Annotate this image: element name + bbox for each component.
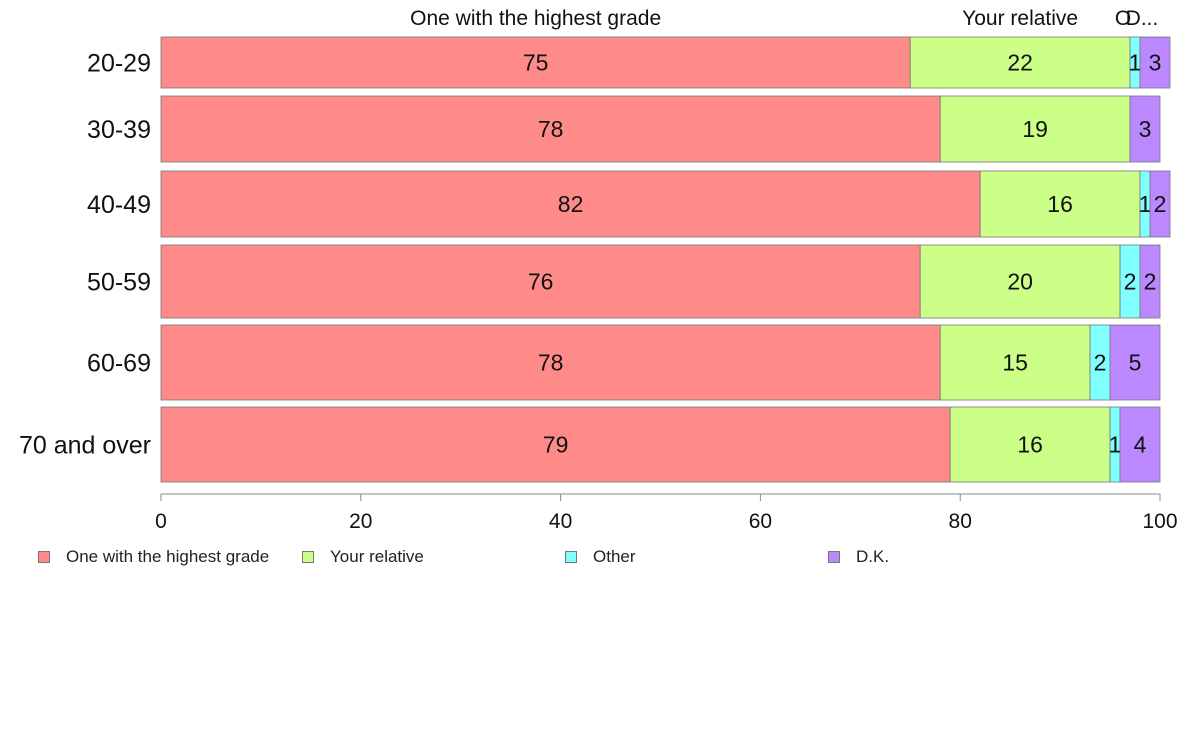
- bar-label-3-1: 20: [1007, 269, 1033, 295]
- top-label-2: O: [1115, 7, 1131, 30]
- legend-item-0: One with the highest grade: [38, 547, 269, 567]
- legend-item-3: D.K.: [828, 547, 889, 567]
- y-label-0: 20-29: [87, 50, 151, 78]
- bar-label-3-0: 76: [528, 269, 554, 295]
- bar-label-1-0: 78: [538, 116, 564, 142]
- legend-label-1: Your relative: [330, 547, 424, 566]
- legend-item-1: Your relative: [302, 547, 424, 567]
- bar-label-5-1: 16: [1017, 432, 1043, 458]
- bar-label-4-2: 2: [1094, 350, 1107, 376]
- bar-5-3: [1119, 406, 1161, 483]
- x-tick-label-1: 20: [349, 510, 372, 533]
- bar-0-1: [909, 36, 1131, 89]
- bar-label-1-3: 3: [1139, 116, 1152, 142]
- bar-label-5-2: 1: [1109, 432, 1122, 458]
- x-tick-label-2: 40: [549, 510, 572, 533]
- y-axis-labels: 20-29 30-39 40-49 50-59 60-69 70 and over: [19, 50, 151, 460]
- bar-4-0: [160, 324, 941, 401]
- y-label-4: 60-69: [87, 350, 151, 378]
- bar-3-0: [160, 244, 921, 319]
- x-axis: 0 20 40 60 80 100: [155, 493, 1178, 533]
- bar-5-0: [160, 406, 951, 483]
- bar-1-1: [939, 95, 1131, 163]
- legend-label-3: D.K.: [856, 547, 890, 566]
- bar-label-4-3: 5: [1129, 350, 1142, 376]
- bar-label-5-3: 4: [1134, 432, 1147, 458]
- y-label-2: 40-49: [87, 191, 151, 219]
- top-label-3: D...: [1126, 7, 1159, 30]
- bar-2-3: [1149, 170, 1171, 238]
- legend-swatch-2: [565, 551, 577, 563]
- bar-1-0: [160, 95, 941, 163]
- legend-swatch-0: [38, 551, 50, 563]
- legend-label-2: Other: [593, 547, 636, 566]
- y-label-5: 70 and over: [19, 432, 151, 460]
- legend-label-0: One with the highest grade: [66, 547, 270, 566]
- bar-label-0-0: 75: [523, 50, 549, 76]
- bar-label-2-2: 1: [1139, 191, 1152, 217]
- bar-4-1: [939, 324, 1091, 401]
- x-tick-label-4: 80: [949, 510, 972, 533]
- bar-label-0-2: 1: [1129, 50, 1142, 76]
- bar-3-3: [1139, 244, 1161, 319]
- legend-swatch-1: [302, 551, 314, 563]
- legend-item-2: Other: [565, 547, 636, 567]
- x-tick-label-3: 60: [749, 510, 772, 533]
- bar-4-3: [1109, 324, 1161, 401]
- bar-label-3-2: 2: [1124, 269, 1137, 295]
- bar-label-2-3: 2: [1154, 191, 1167, 217]
- bar-label-2-0: 82: [558, 191, 584, 217]
- top-label-0: One with the highest grade: [410, 7, 661, 30]
- legend-swatch-3: [828, 551, 840, 563]
- bar-area: 75 22 1 378 19 382 16 1 276 20 2 278 15 2 579 16 1 4: [160, 36, 1171, 483]
- x-tick-label-0: 0: [155, 510, 167, 533]
- bar-label-0-3: 3: [1149, 50, 1162, 76]
- bar-1-3: [1129, 95, 1161, 163]
- bar-label-4-0: 78: [538, 350, 564, 376]
- bar-2-0: [160, 170, 981, 238]
- bar-label-1-1: 19: [1022, 116, 1048, 142]
- bar-label-5-0: 79: [543, 432, 569, 458]
- bar-label-2-1: 16: [1047, 191, 1073, 217]
- bar-2-1: [979, 170, 1141, 238]
- bar-label-4-1: 15: [1002, 350, 1028, 376]
- legend: One with the highest grade Your relative O…: [38, 547, 1158, 569]
- top-series-labels: One with the highest grade Your relative O…: [410, 7, 1158, 30]
- y-label-1: 30-39: [87, 116, 151, 144]
- bar-0-3: [1139, 36, 1171, 89]
- top-label-1: Your relative: [962, 7, 1078, 30]
- x-tick-label-5: 100: [1142, 510, 1177, 533]
- y-label-3: 50-59: [87, 269, 151, 297]
- bar-label-3-3: 2: [1144, 269, 1157, 295]
- bar-label-0-1: 22: [1007, 50, 1033, 76]
- bar-5-1: [949, 406, 1111, 483]
